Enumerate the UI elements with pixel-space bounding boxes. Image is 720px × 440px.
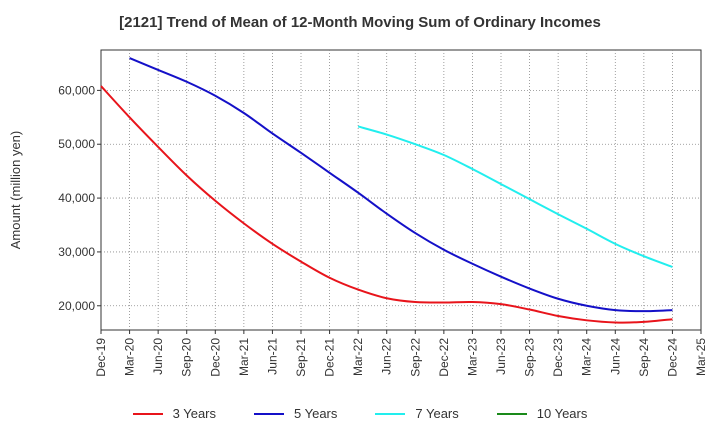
- legend-label: 7 Years: [415, 406, 459, 421]
- legend-item-5-years: 5 Years: [254, 406, 337, 421]
- x-tick-label: Mar-24: [580, 338, 594, 376]
- x-tick-label: Dec-24: [665, 338, 679, 377]
- x-tick-label: Sep-20: [180, 338, 194, 377]
- y-tick-label: 60,000: [58, 83, 95, 97]
- legend-swatch: [375, 412, 406, 415]
- series-lines: [100, 57, 673, 324]
- legend-swatch: [254, 412, 284, 415]
- chart-title: [2121] Trend of Mean of 12-Month Moving …: [119, 14, 601, 31]
- x-tick-label: Jun-24: [608, 338, 622, 375]
- series-line-3-years: [100, 85, 673, 324]
- y-tick-label: 30,000: [58, 245, 95, 259]
- x-tick-label: Dec-23: [551, 338, 565, 377]
- legend-label: 10 Years: [536, 406, 588, 421]
- legend-item-7-years: 7 Years: [375, 406, 459, 421]
- x-tick-label: Jun-23: [494, 338, 508, 375]
- legend-label: 5 Years: [294, 406, 338, 421]
- x-tick-label: Jun-20: [151, 338, 165, 375]
- x-tick-label: Mar-25: [694, 338, 708, 376]
- x-tick-label: Jun-22: [380, 338, 394, 375]
- x-tick-label: Jun-21: [265, 338, 279, 375]
- x-tick-label: Mar-20: [123, 338, 137, 376]
- series-line-7-years: [357, 125, 673, 268]
- y-tick-label: 20,000: [58, 299, 95, 313]
- legend: 3 Years 5 Years 7 Years 10 Years: [0, 406, 720, 421]
- y-axis-label: Amount (million yen): [8, 131, 23, 250]
- y-tick-label: 40,000: [58, 191, 95, 205]
- x-tick-label: Sep-22: [408, 338, 422, 377]
- series-line-5-years: [129, 57, 673, 313]
- legend-label: 3 Years: [172, 406, 216, 421]
- x-tick-label: Sep-21: [294, 338, 308, 377]
- legend-item-3-years: 3 Years: [132, 406, 216, 421]
- legend-swatch: [132, 412, 163, 415]
- x-tick-label: Dec-19: [94, 338, 108, 377]
- x-tick-label: Dec-22: [437, 338, 451, 377]
- x-tick-label: Mar-21: [237, 338, 251, 376]
- plot-area: [100, 49, 702, 331]
- y-tick-label: 50,000: [58, 137, 95, 151]
- x-tick-label: Mar-22: [351, 338, 365, 376]
- x-tick-label: Sep-23: [523, 338, 537, 377]
- x-tick-label: Sep-24: [637, 338, 651, 377]
- x-tick-label: Dec-21: [323, 338, 337, 377]
- grid-lines: [101, 50, 701, 330]
- legend-item-10-years: 10 Years: [496, 406, 588, 421]
- x-tick-label: Mar-23: [465, 338, 479, 376]
- legend-swatch: [496, 412, 527, 415]
- y-axis-ticks: 20,000 30,000 40,000 50,000 60,000: [58, 83, 101, 313]
- x-axis-ticks: Dec-19 Mar-20 Jun-20 Sep-20 Dec-20 Mar-21 Jun-…: [94, 330, 708, 377]
- x-tick-label: Dec-20: [208, 338, 222, 377]
